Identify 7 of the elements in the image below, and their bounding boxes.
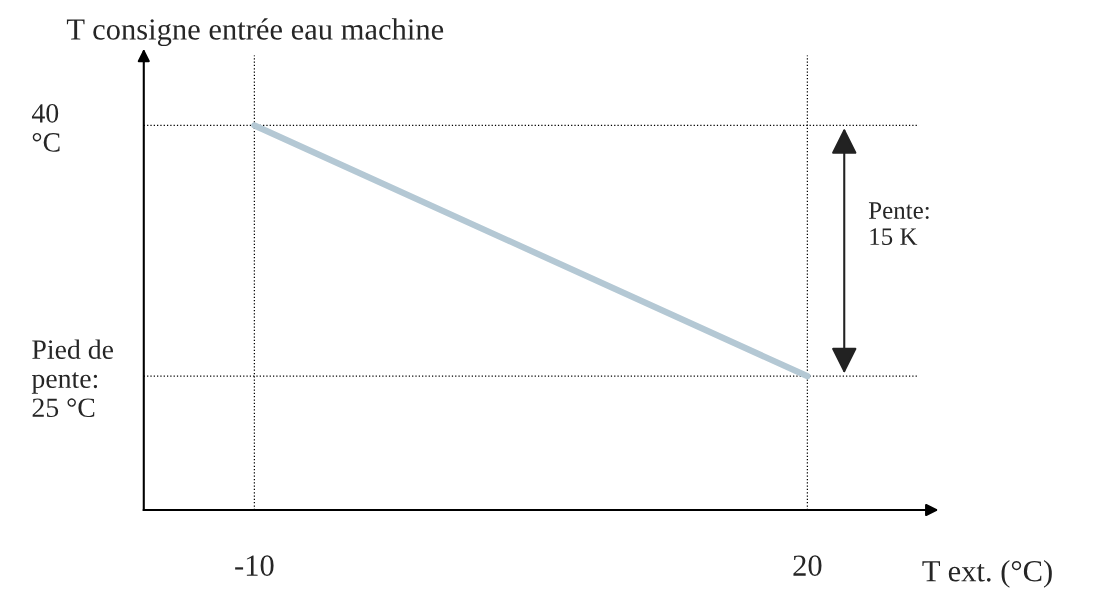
x-axis-title: T ext. (°C) (922, 560, 1052, 588)
y-tick-label: Pied de pente: 25 °C (31, 339, 114, 418)
y-axis-title: T consigne entrée eau machine (66, 18, 444, 47)
x-tick-label: -10 (235, 555, 274, 576)
y-tick-label: 40 °C (31, 103, 60, 152)
annotation: Pente: 15 K (868, 202, 929, 246)
x-tick-label: 20 (793, 555, 822, 576)
